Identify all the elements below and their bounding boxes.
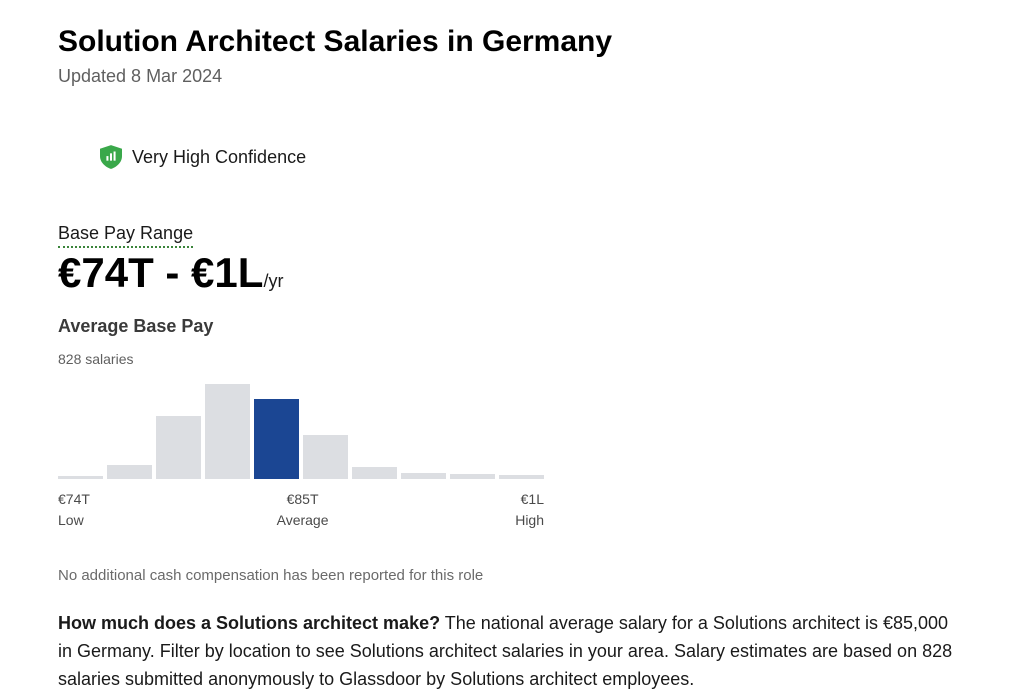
histogram-bar	[107, 465, 152, 480]
axis-tick-low: €74T Low	[58, 489, 90, 531]
salary-histogram: €74T Low €85T Average €1L High	[58, 381, 544, 531]
histogram-bar	[156, 416, 201, 480]
base-pay-range-label[interactable]: Base Pay Range	[58, 223, 193, 248]
histogram-axis: €74T Low €85T Average €1L High	[58, 489, 544, 531]
histogram-bar	[401, 473, 446, 479]
average-base-pay-label: Average Base Pay	[58, 316, 966, 337]
histogram-bar	[205, 384, 250, 479]
histogram-bar	[58, 476, 103, 479]
confidence-label: Very High Confidence	[132, 147, 306, 168]
axis-avg-label: Average	[277, 510, 329, 531]
axis-avg-value: €85T	[287, 489, 319, 510]
compensation-note: No additional cash compensation has been…	[58, 567, 966, 584]
description-question: How much does a Solutions architect make…	[58, 613, 440, 633]
description-paragraph: How much does a Solutions architect make…	[58, 610, 966, 694]
page-title: Solution Architect Salaries in Germany	[58, 24, 966, 60]
histogram-bar	[352, 467, 397, 479]
axis-high-value: €1L	[521, 489, 544, 510]
histogram-bar	[450, 474, 495, 479]
histogram-bar	[303, 435, 348, 479]
updated-date: Updated 8 Mar 2024	[58, 66, 966, 87]
pay-range-amount: €74T - €1L	[58, 249, 263, 296]
shield-confidence-icon	[100, 145, 122, 169]
pay-range-value: €74T - €1L/yr	[58, 250, 966, 296]
axis-low-label: Low	[58, 510, 90, 531]
histogram-bar	[499, 475, 544, 479]
axis-low-value: €74T	[58, 489, 90, 510]
pay-range-suffix: /yr	[263, 271, 283, 291]
histogram-bar	[254, 399, 299, 479]
axis-tick-average: €85T Average	[277, 489, 329, 531]
axis-high-label: High	[515, 510, 544, 531]
histogram-bars	[58, 381, 544, 479]
salary-count: 828 salaries	[58, 351, 966, 367]
axis-tick-high: €1L High	[515, 489, 544, 531]
confidence-row: Very High Confidence	[100, 145, 966, 169]
